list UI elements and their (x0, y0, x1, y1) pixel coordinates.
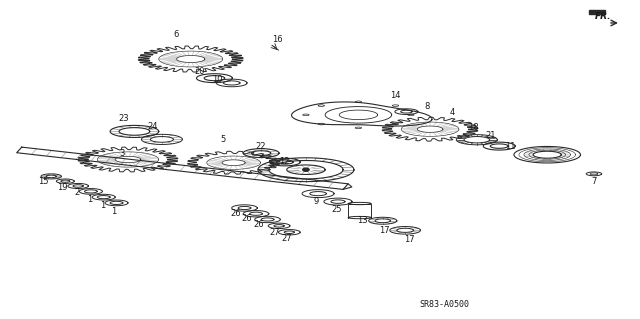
Text: 5: 5 (220, 135, 225, 144)
Text: 27: 27 (270, 228, 280, 237)
Text: 24: 24 (147, 122, 157, 131)
Text: 9: 9 (314, 197, 319, 206)
Text: 17: 17 (379, 226, 389, 235)
Text: 17: 17 (404, 235, 415, 244)
Text: 23: 23 (119, 114, 129, 122)
Text: 26: 26 (253, 220, 264, 229)
Text: 1: 1 (100, 201, 105, 210)
Text: 13: 13 (357, 216, 367, 225)
Text: 2: 2 (74, 189, 79, 197)
Text: 16: 16 (272, 35, 282, 44)
Text: 19: 19 (57, 183, 67, 192)
Text: 4: 4 (450, 108, 455, 117)
Text: 1: 1 (111, 207, 116, 216)
Text: 15: 15 (38, 177, 49, 186)
Text: 20: 20 (195, 67, 205, 76)
Text: 27: 27 (282, 234, 292, 243)
Text: 10: 10 (212, 75, 222, 84)
Text: 22: 22 (256, 142, 266, 151)
Text: 6: 6 (173, 30, 179, 39)
Text: 14: 14 (390, 91, 401, 100)
Text: 26: 26 (230, 209, 241, 218)
Text: 11: 11 (506, 142, 516, 151)
Text: 26: 26 (242, 214, 252, 223)
Text: 21: 21 (485, 131, 495, 140)
FancyBboxPatch shape (589, 10, 605, 14)
Text: 25: 25 (332, 205, 342, 214)
Text: SR83-A0500: SR83-A0500 (420, 300, 470, 309)
Text: FR.: FR. (595, 12, 611, 21)
Text: 12: 12 (279, 157, 289, 166)
Text: 1: 1 (87, 195, 92, 204)
Text: 7: 7 (591, 177, 596, 186)
Text: 18: 18 (468, 123, 479, 132)
Text: 3: 3 (119, 149, 124, 158)
Text: 8: 8 (425, 102, 430, 111)
Circle shape (303, 168, 309, 171)
